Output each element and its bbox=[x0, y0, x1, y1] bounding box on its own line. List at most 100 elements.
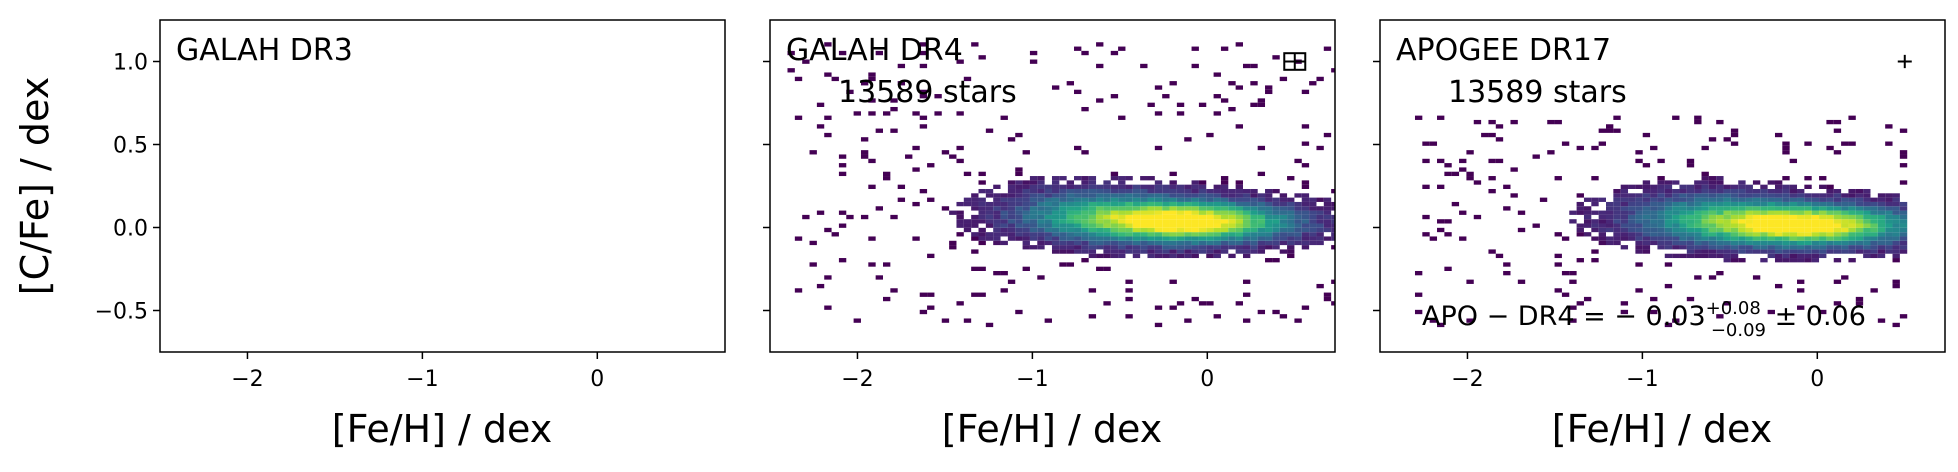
heatmap-cell bbox=[1132, 236, 1141, 241]
heatmap-cell bbox=[1789, 201, 1798, 207]
heatmap-cell bbox=[1147, 184, 1155, 189]
heatmap-cell bbox=[1797, 201, 1805, 207]
heatmap-cell bbox=[1576, 232, 1584, 237]
heatmap-cell bbox=[1169, 188, 1177, 194]
heatmap-cell bbox=[1037, 180, 1045, 185]
heatmap-cell bbox=[1110, 197, 1119, 202]
heatmap-cell bbox=[1147, 188, 1155, 194]
heatmap-cell bbox=[1257, 223, 1266, 228]
heatmap-cell bbox=[1110, 171, 1119, 177]
heatmap-cell bbox=[1323, 214, 1332, 220]
heatmap-cell bbox=[1672, 201, 1680, 207]
heatmap-cell bbox=[1855, 296, 1864, 302]
heatmap-cell bbox=[1804, 210, 1812, 215]
heatmap-cell bbox=[1051, 232, 1060, 237]
x-tick-label: −2 bbox=[231, 367, 263, 392]
heatmap-cell bbox=[1184, 210, 1192, 215]
heatmap-cell bbox=[1169, 171, 1177, 177]
heatmap-cell bbox=[1316, 145, 1324, 151]
heatmap-cell bbox=[1272, 223, 1280, 228]
heatmap-cell bbox=[1301, 180, 1310, 185]
heatmap-cell bbox=[1096, 98, 1104, 103]
heatmap-cell bbox=[1885, 197, 1893, 202]
heatmap-cell bbox=[1176, 210, 1185, 215]
heatmap-cell bbox=[1265, 206, 1273, 211]
heatmap-cell bbox=[1885, 210, 1893, 215]
heatmap-cell bbox=[1730, 253, 1739, 259]
heatmap-cell bbox=[1672, 245, 1680, 250]
heatmap-cell bbox=[1198, 201, 1207, 207]
heatmap-cell bbox=[1110, 240, 1119, 246]
heatmap-cell bbox=[1140, 227, 1148, 233]
heatmap-cell bbox=[1220, 245, 1229, 250]
heatmap-cell bbox=[985, 193, 994, 198]
heatmap-cell bbox=[1220, 236, 1229, 241]
heatmap-cell bbox=[1745, 240, 1753, 246]
heatmap-cell bbox=[1760, 219, 1768, 224]
heatmap-cell bbox=[1650, 206, 1658, 211]
heatmap-cell bbox=[1782, 245, 1790, 250]
heatmap-cell bbox=[1235, 240, 1243, 246]
heatmap-cell bbox=[1716, 227, 1724, 233]
heatmap-cell bbox=[1206, 132, 1214, 138]
heatmap-cell bbox=[1738, 206, 1746, 211]
heatmap-cell bbox=[1716, 270, 1724, 276]
heatmap-cell bbox=[1576, 193, 1584, 198]
heatmap-cell bbox=[1752, 249, 1761, 254]
heatmap-cell bbox=[1309, 201, 1317, 207]
heatmap-cell bbox=[1162, 210, 1170, 215]
heatmap-cell bbox=[1789, 223, 1798, 228]
heatmap-cell bbox=[809, 150, 817, 155]
heatmap-cell bbox=[1191, 206, 1199, 211]
heatmap-cell bbox=[1804, 219, 1812, 224]
heatmap-cell bbox=[1694, 245, 1702, 250]
heatmap-cell bbox=[1309, 81, 1317, 86]
heatmap-cell bbox=[1701, 249, 1709, 254]
heatmap-cell bbox=[1044, 214, 1052, 220]
heatmap-cell bbox=[1206, 219, 1214, 224]
heatmap-cell bbox=[1613, 128, 1621, 133]
heatmap-cell bbox=[1672, 197, 1680, 202]
heatmap-cell bbox=[1007, 232, 1016, 237]
heatmap-cell bbox=[1154, 249, 1163, 254]
heatmap-cell bbox=[1287, 197, 1295, 202]
heatmap-cell bbox=[1716, 197, 1724, 202]
heatmap-cell bbox=[1037, 176, 1045, 181]
heatmap-cell bbox=[1642, 163, 1651, 168]
panel-galah-dr4: GALAH DR4 13589 stars −2 −1 0 [Fe/H] / dex bbox=[763, 19, 1336, 451]
heatmap-cell bbox=[1613, 232, 1621, 237]
heatmap-cell bbox=[1176, 201, 1185, 207]
heatmap-cell bbox=[1870, 206, 1878, 211]
heatmap-cell bbox=[1169, 223, 1177, 228]
heatmap-cell bbox=[1774, 214, 1783, 220]
heatmap-cell bbox=[1745, 219, 1753, 224]
heatmap-cell bbox=[1613, 236, 1621, 241]
heatmap-cell bbox=[1015, 214, 1023, 220]
heatmap-cell bbox=[1316, 240, 1324, 246]
heatmap-cell bbox=[802, 59, 810, 64]
heatmap-cell bbox=[1287, 223, 1295, 228]
heatmap-cell bbox=[1110, 232, 1119, 237]
heatmap-cell bbox=[1708, 214, 1717, 220]
heatmap-cell bbox=[1096, 201, 1104, 207]
heatmap-cell bbox=[1642, 240, 1651, 246]
heatmap-cell bbox=[1686, 163, 1695, 168]
heatmap-cell bbox=[1613, 210, 1621, 215]
heatmap-cell bbox=[1162, 223, 1170, 228]
heatmap-cell bbox=[1096, 63, 1104, 69]
heatmap-cell bbox=[1664, 210, 1673, 215]
heatmap-cell bbox=[1841, 201, 1849, 207]
heatmap-cell bbox=[1316, 223, 1324, 228]
heatmap-cell bbox=[1242, 253, 1251, 259]
heatmap-cell bbox=[1081, 258, 1089, 263]
heatmap-cell bbox=[1096, 240, 1104, 246]
heatmap-cell bbox=[1206, 223, 1214, 228]
heatmap-cell bbox=[1250, 245, 1258, 250]
heatmap-cell bbox=[1118, 115, 1126, 120]
heatmap-cell bbox=[794, 115, 803, 120]
x-tick-label: −2 bbox=[841, 367, 873, 392]
heatmap-cell bbox=[1855, 301, 1864, 306]
heatmap-cell bbox=[1118, 206, 1126, 211]
heatmap-cell bbox=[1782, 253, 1790, 259]
heatmap-cell bbox=[1797, 219, 1805, 224]
